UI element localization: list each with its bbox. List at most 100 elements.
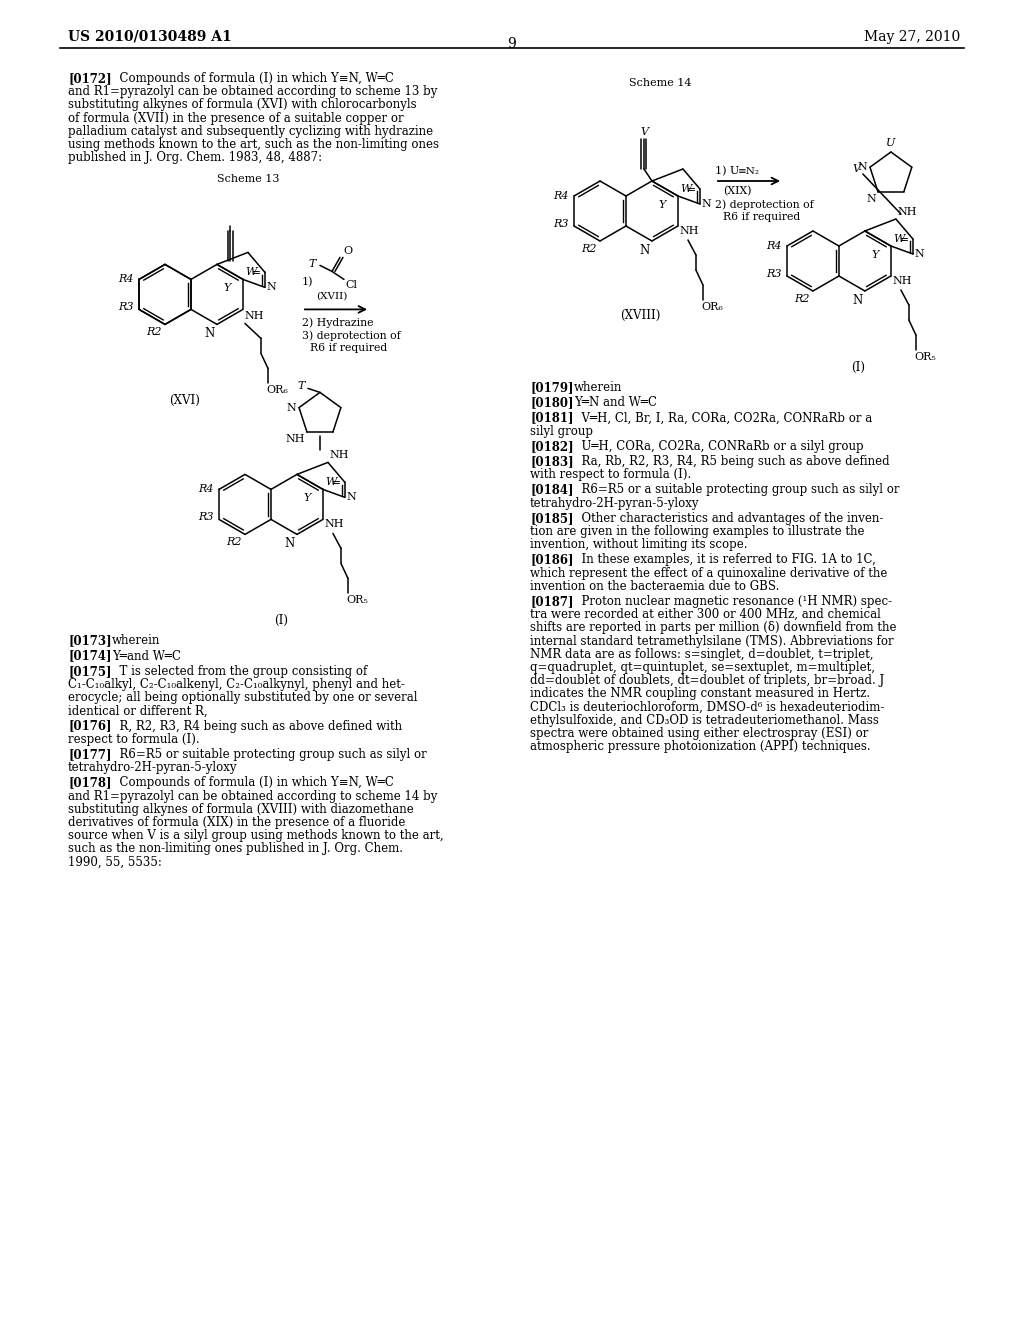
Text: US 2010/0130489 A1: US 2010/0130489 A1	[68, 30, 231, 44]
Text: internal standard tetramethylsilane (TMS). Abbreviations for: internal standard tetramethylsilane (TMS…	[530, 635, 894, 648]
Text: Compounds of formula (I) in which Y≡N, W═C: Compounds of formula (I) in which Y≡N, W…	[112, 73, 394, 84]
Text: ═: ═	[687, 183, 693, 194]
Text: R, R2, R3, R4 being such as above defined with: R, R2, R3, R4 being such as above define…	[112, 719, 402, 733]
Text: N: N	[853, 294, 863, 308]
Text: Ra, Rb, R2, R3, R4, R5 being such as above defined: Ra, Rb, R2, R3, R4, R5 being such as abo…	[574, 455, 890, 469]
Text: R6 if required: R6 if required	[723, 213, 800, 222]
Text: W: W	[893, 234, 904, 244]
Text: ═: ═	[900, 234, 906, 244]
Text: Y: Y	[224, 284, 231, 293]
Text: [0174]: [0174]	[68, 649, 112, 663]
Text: R4: R4	[199, 484, 214, 495]
Text: indicates the NMR coupling constant measured in Hertz.: indicates the NMR coupling constant meas…	[530, 688, 870, 701]
Text: Y═N and W═C: Y═N and W═C	[574, 396, 657, 409]
Text: tetrahydro-2H-pyran-5-yloxy: tetrahydro-2H-pyran-5-yloxy	[68, 762, 238, 775]
Text: 1) U: 1) U	[715, 166, 739, 176]
Text: Scheme 13: Scheme 13	[217, 174, 280, 185]
Text: 3) deprotection of: 3) deprotection of	[302, 330, 400, 341]
Text: [0179]: [0179]	[530, 381, 573, 393]
Text: tra were recorded at either 300 or 400 MHz, and chemical: tra were recorded at either 300 or 400 M…	[530, 609, 881, 622]
Text: R4: R4	[119, 275, 134, 284]
Text: V: V	[640, 127, 648, 137]
Text: Scheme 14: Scheme 14	[629, 78, 691, 88]
Text: R2: R2	[146, 327, 162, 338]
Text: q=quadruplet, qt=quintuplet, se=sextuplet, m=multiplet,: q=quadruplet, qt=quintuplet, se=sextuple…	[530, 661, 874, 675]
Text: [0180]: [0180]	[530, 396, 573, 409]
Text: W: W	[680, 183, 691, 194]
Text: [0186]: [0186]	[530, 553, 573, 566]
Text: NH: NH	[245, 312, 264, 321]
Text: 2) deprotection of: 2) deprotection of	[715, 199, 814, 210]
Text: [0172]: [0172]	[68, 73, 112, 84]
Text: NH: NH	[325, 519, 344, 529]
Text: R4: R4	[766, 242, 782, 251]
Text: N: N	[287, 403, 296, 413]
Text: ═: ═	[332, 478, 339, 487]
Text: R3: R3	[554, 219, 569, 228]
Text: [0178]: [0178]	[68, 776, 112, 789]
Text: [0177]: [0177]	[68, 748, 112, 762]
Text: of formula (XVII) in the presence of a suitable copper or: of formula (XVII) in the presence of a s…	[68, 112, 403, 124]
Text: N: N	[267, 282, 276, 293]
Text: (XVI): (XVI)	[170, 395, 201, 408]
Text: N: N	[205, 327, 215, 341]
Text: invention, without limiting its scope.: invention, without limiting its scope.	[530, 539, 748, 552]
Text: V: V	[853, 164, 861, 174]
Text: such as the non-limiting ones published in J. Org. Chem.: such as the non-limiting ones published …	[68, 842, 403, 855]
Text: dd=doublet of doublets, dt=doublet of triplets, br=broad. J: dd=doublet of doublets, dt=doublet of tr…	[530, 675, 885, 688]
Text: N: N	[914, 249, 925, 259]
Text: O: O	[343, 247, 352, 256]
Text: [0176]: [0176]	[68, 719, 112, 733]
Text: N: N	[285, 537, 295, 550]
Text: erocycle; all being optionally substituted by one or several: erocycle; all being optionally substitut…	[68, 692, 418, 704]
Text: NH: NH	[286, 434, 305, 445]
Text: Proton nuclear magnetic resonance (¹H NMR) spec-: Proton nuclear magnetic resonance (¹H NM…	[574, 595, 892, 609]
Text: [0175]: [0175]	[68, 665, 112, 677]
Text: R2: R2	[226, 537, 242, 548]
Text: derivatives of formula (XIX) in the presence of a fluoride: derivatives of formula (XIX) in the pres…	[68, 816, 406, 829]
Text: C₁-C₁₀alkyl, C₂-C₁₀alkenyl, C₂-C₁₀alkynyl, phenyl and het-: C₁-C₁₀alkyl, C₂-C₁₀alkenyl, C₂-C₁₀alkyny…	[68, 678, 404, 690]
Text: Other characteristics and advantages of the inven-: Other characteristics and advantages of …	[574, 512, 884, 525]
Text: 1): 1)	[302, 277, 313, 288]
Text: ≡N₂: ≡N₂	[738, 168, 760, 176]
Text: Compounds of formula (I) in which Y≡N, W═C: Compounds of formula (I) in which Y≡N, W…	[112, 776, 394, 789]
Text: and R1=pyrazolyl can be obtained according to scheme 14 by: and R1=pyrazolyl can be obtained accordi…	[68, 789, 437, 803]
Text: shifts are reported in parts per million (δ) downfield from the: shifts are reported in parts per million…	[530, 622, 896, 635]
Text: OR₆: OR₆	[701, 302, 723, 312]
Text: (I): (I)	[851, 360, 865, 374]
Text: identical or different R,: identical or different R,	[68, 705, 208, 717]
Text: R6=R5 or suitable protecting group such as silyl or: R6=R5 or suitable protecting group such …	[112, 748, 427, 762]
Text: NH: NH	[898, 207, 918, 216]
Text: OR₅: OR₅	[346, 595, 368, 606]
Text: R3: R3	[199, 512, 214, 523]
Text: wherein: wherein	[574, 381, 623, 393]
Text: [0185]: [0185]	[530, 512, 573, 525]
Text: [0184]: [0184]	[530, 483, 573, 496]
Text: Y: Y	[871, 249, 879, 260]
Text: [0182]: [0182]	[530, 440, 573, 453]
Text: May 27, 2010: May 27, 2010	[864, 30, 961, 44]
Text: Cl: Cl	[345, 280, 357, 290]
Text: (XVIII): (XVIII)	[620, 309, 660, 322]
Text: and R1=pyrazolyl can be obtained according to scheme 13 by: and R1=pyrazolyl can be obtained accordi…	[68, 86, 437, 98]
Text: R2: R2	[795, 294, 810, 304]
Text: wherein: wherein	[112, 635, 161, 647]
Text: ethylsulfoxide, and CD₃OD is tetradeuteriomethanol. Mass: ethylsulfoxide, and CD₃OD is tetradeuter…	[530, 714, 879, 727]
Text: [0173]: [0173]	[68, 635, 112, 647]
Text: In these examples, it is referred to FIG. 1A to 1C,: In these examples, it is referred to FIG…	[574, 553, 876, 566]
Text: NH: NH	[330, 450, 349, 461]
Text: with respect to formula (I).: with respect to formula (I).	[530, 469, 691, 482]
Text: atmospheric pressure photoionization (APPI) techniques.: atmospheric pressure photoionization (AP…	[530, 741, 870, 754]
Text: (XVII): (XVII)	[316, 292, 348, 301]
Text: N: N	[857, 162, 867, 172]
Text: W: W	[325, 478, 336, 487]
Text: substituting alkynes of formula (XVI) with chlorocarbonyls: substituting alkynes of formula (XVI) wi…	[68, 99, 417, 111]
Text: R6 if required: R6 if required	[310, 343, 387, 354]
Text: source when V is a silyl group using methods known to the art,: source when V is a silyl group using met…	[68, 829, 443, 842]
Text: 9: 9	[508, 37, 516, 51]
Text: respect to formula (I).: respect to formula (I).	[68, 733, 200, 746]
Text: Y: Y	[658, 201, 667, 210]
Text: using methods known to the art, such as the non-limiting ones: using methods known to the art, such as …	[68, 139, 439, 150]
Text: W: W	[245, 268, 256, 277]
Text: R2: R2	[582, 244, 597, 253]
